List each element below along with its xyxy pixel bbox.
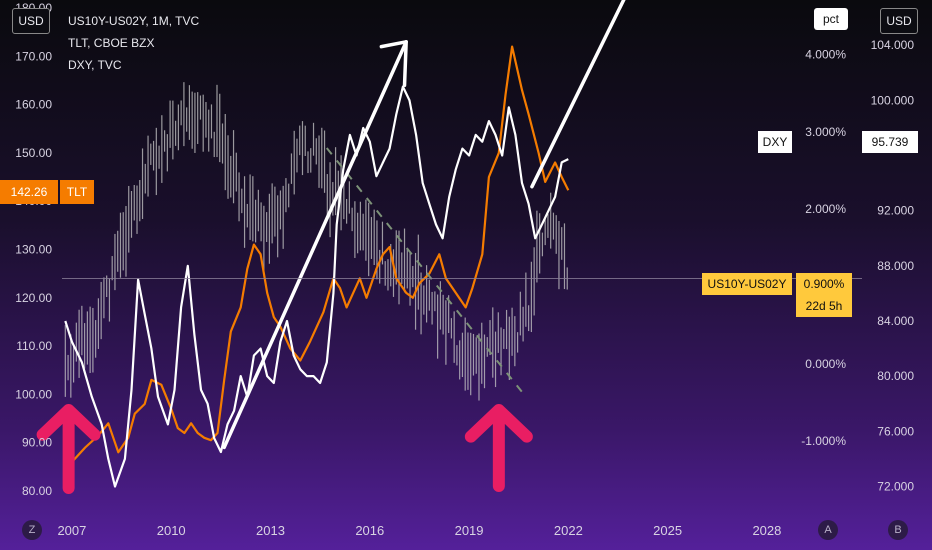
trend-arrow-line <box>222 40 408 450</box>
percent-axis-unit-badge[interactable]: pct <box>814 8 848 30</box>
zoom-button[interactable]: Z <box>22 520 42 540</box>
right-axis-tick-label: 88.000 <box>877 259 914 273</box>
trend-arrow-head <box>379 40 408 88</box>
x-axis-tick-label: 2010 <box>157 523 186 538</box>
x-axis-tick-label: 2007 <box>57 523 86 538</box>
trend-arrow-line <box>530 0 626 189</box>
b-scale-button[interactable]: B <box>888 520 908 540</box>
left-axis-tick-label: 110.00 <box>16 339 52 353</box>
pink-up-arrow <box>36 404 101 494</box>
spread-countdown-label: 22d 5h <box>796 295 852 317</box>
left-axis-tick-label: 170.00 <box>15 49 52 63</box>
series-lines <box>64 45 570 488</box>
percent-axis-tick-label: -1.000% <box>801 434 846 448</box>
right-axis-tick-label: 72.000 <box>877 479 914 493</box>
tlt-ticker-label: TLT <box>60 180 94 204</box>
auto-scale-button[interactable]: A <box>818 520 838 540</box>
left-axis-tick-label: 80.00 <box>22 484 52 498</box>
right-axis-tick-label: 104.000 <box>871 38 915 52</box>
left-axis-tick-label: 130.00 <box>15 242 52 256</box>
left-axis-tick-label: 150.00 <box>15 146 52 160</box>
right-axis-tick-label: 92.000 <box>877 204 914 218</box>
left-axis-unit-badge[interactable]: USD <box>12 8 50 34</box>
dxy-price-label: 95.739 <box>862 131 918 153</box>
right-axis-tick-label: 80.000 <box>877 369 914 383</box>
legend-dxy[interactable]: DXY, TVC <box>68 58 122 72</box>
x-axis-tick-label: 2016 <box>355 523 384 538</box>
x-axis-tick-label: 2028 <box>752 523 781 538</box>
spread-ticker-label: US10Y-US02Y <box>702 273 792 295</box>
left-axis-tick-label: 160.00 <box>15 98 52 112</box>
pink-up-arrow <box>464 404 533 492</box>
dxy-series-line <box>64 85 569 488</box>
percent-axis-tick-label: 2.000% <box>805 202 846 216</box>
percent-axis-tick-label: 0.000% <box>805 357 846 371</box>
trend-dashed-line <box>325 147 523 393</box>
x-axis-tick-label: 2025 <box>653 523 682 538</box>
axes: 80.0090.00100.00110.00120.00130.00140.00… <box>15 1 914 538</box>
x-axis-tick-label: 2013 <box>256 523 285 538</box>
right-axis-tick-label: 84.000 <box>877 314 914 328</box>
x-axis-tick-label: 2022 <box>554 523 583 538</box>
right-axis-tick-label: 76.000 <box>877 424 914 438</box>
tlt-series-line <box>71 45 570 463</box>
left-axis-tick-label: 90.00 <box>22 436 52 450</box>
percent-axis-tick-label: 4.000% <box>805 47 846 61</box>
right-axis-tick-label: 100.000 <box>871 93 915 107</box>
legend-tlt[interactable]: TLT, CBOE BZX <box>68 36 155 50</box>
legend-main[interactable]: US10Y-US02Y, 1M, TVC <box>68 14 200 28</box>
x-axis-tick-label: 2019 <box>455 523 484 538</box>
tlt-ohlc-bars <box>64 82 568 401</box>
left-axis-tick-label: 120.00 <box>15 291 52 305</box>
drawings <box>36 0 626 494</box>
tlt-price-label: 142.26 <box>0 180 58 204</box>
dxy-ticker-label: DXY <box>758 131 792 153</box>
left-axis-tick-label: 100.00 <box>15 387 52 401</box>
right-axis-unit-badge[interactable]: USD <box>880 8 918 34</box>
spread-value-label: 0.900% <box>796 273 852 295</box>
percent-axis-tick-label: 3.000% <box>805 125 846 139</box>
